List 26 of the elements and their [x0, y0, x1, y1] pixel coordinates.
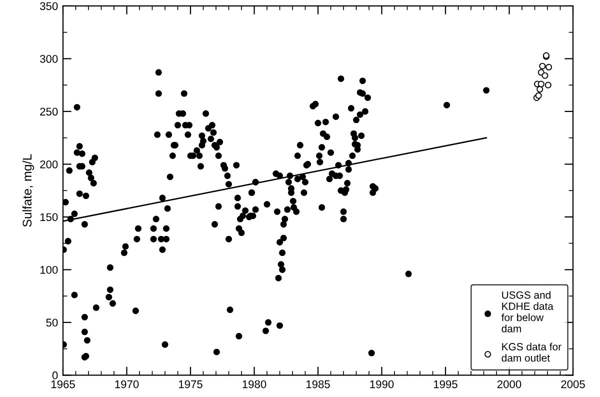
y-tick-label: 350 [40, 2, 58, 10]
x-tick-label: 1975 [178, 380, 202, 388]
legend-label: KGS data for dam outlet [502, 342, 562, 362]
y-tick-label: 100 [40, 266, 58, 274]
x-tick-label: 2005 [561, 380, 585, 388]
point [546, 64, 552, 70]
y-tick-label: 300 [40, 54, 58, 63]
x-tick-label: 1995 [434, 380, 458, 388]
point [542, 72, 548, 79]
legend-label: USGS and KDHE data for below dam [501, 291, 554, 332]
y-tick-label: 200 [40, 160, 58, 168]
x-tick-label: 1965 [51, 380, 75, 388]
point [539, 62, 546, 70]
x-tick-label: 1980 [242, 380, 266, 388]
point [538, 80, 544, 88]
y-axis-title: Sulfate, mg/L [22, 154, 34, 227]
point [544, 82, 552, 88]
x-tick-label: 2000 [497, 380, 522, 388]
x-tick-label: 1990 [370, 380, 394, 388]
y-tick-label: 150 [40, 213, 58, 222]
y-tick-label: 50 [46, 318, 58, 327]
x-tick-label: 1970 [115, 380, 139, 388]
x-tick-label: 1985 [306, 380, 330, 388]
y-tick-label: 250 [40, 108, 58, 116]
point [536, 86, 544, 93]
y-tick-label: 0 [52, 371, 58, 380]
